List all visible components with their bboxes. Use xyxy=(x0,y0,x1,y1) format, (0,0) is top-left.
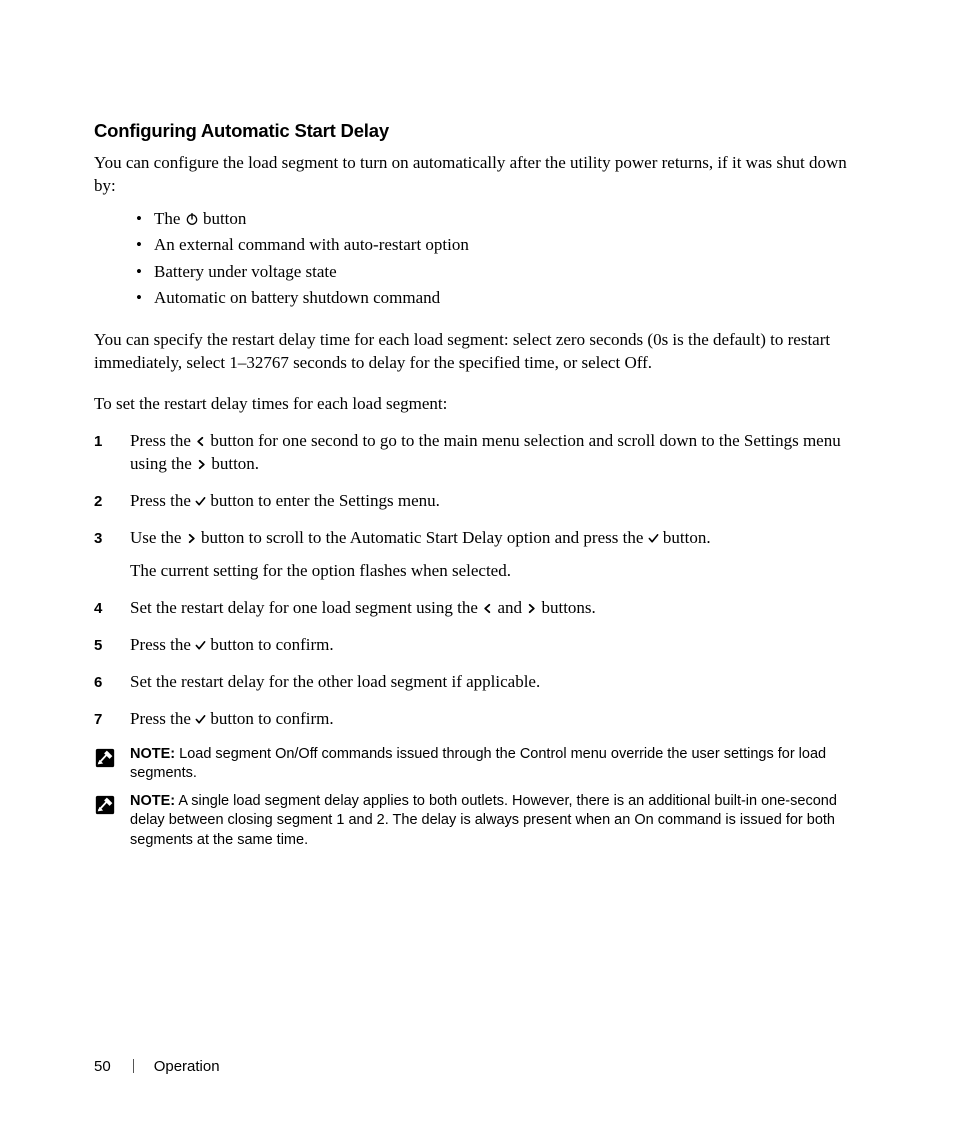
note-icon xyxy=(94,747,116,769)
check-icon xyxy=(195,714,206,725)
page-number: 50 xyxy=(94,1058,111,1075)
step-text: Use the xyxy=(130,528,186,547)
right-icon xyxy=(186,533,197,544)
note-text: NOTE: A single load segment delay applie… xyxy=(130,792,860,851)
body-paragraph: You can specify the restart delay time f… xyxy=(94,329,860,375)
intro-paragraph: You can configure the load segment to tu… xyxy=(94,152,860,198)
step-item: Press the button to enter the Settings m… xyxy=(94,490,860,513)
step-text: Set the restart delay for one load segme… xyxy=(130,598,482,617)
footer-section: Operation xyxy=(154,1058,220,1075)
step-text: button. xyxy=(207,454,259,473)
step-text: Press the xyxy=(130,635,195,654)
note-text: NOTE: Load segment On/Off commands issue… xyxy=(130,745,860,784)
step-text: button. xyxy=(659,528,711,547)
ordered-steps: Press the button for one second to go to… xyxy=(94,430,860,730)
bullet-text-pre: The xyxy=(154,209,185,228)
bullet-list: The button An external command with auto… xyxy=(94,206,860,311)
step-item: Press the button to confirm. xyxy=(94,634,860,657)
step-item: Press the button to confirm. xyxy=(94,708,860,731)
step-text: and xyxy=(493,598,526,617)
note: NOTE: Load segment On/Off commands issue… xyxy=(94,745,860,784)
section-heading: Configuring Automatic Start Delay xyxy=(94,120,860,142)
step-text: button to confirm. xyxy=(206,635,333,654)
note-label: NOTE: xyxy=(130,746,175,762)
bullet-item: Battery under voltage state xyxy=(94,259,860,285)
step-item: Press the button for one second to go to… xyxy=(94,430,860,476)
bullet-text-post: button xyxy=(199,209,247,228)
check-icon xyxy=(195,496,206,507)
right-icon xyxy=(526,603,537,614)
step-text: Set the restart delay for the other load… xyxy=(130,672,540,691)
step-text: Press the xyxy=(130,431,195,450)
note-body: Load segment On/Off commands issued thro… xyxy=(130,746,826,782)
note-label: NOTE: xyxy=(130,793,175,809)
step-item: Set the restart delay for the other load… xyxy=(94,671,860,694)
document-page: Configuring Automatic Start Delay You ca… xyxy=(0,0,954,1145)
check-icon xyxy=(648,533,659,544)
step-text: Press the xyxy=(130,491,195,510)
left-icon xyxy=(482,603,493,614)
left-icon xyxy=(195,436,206,447)
step-text: Press the xyxy=(130,709,195,728)
note-body: A single load segment delay applies to b… xyxy=(130,793,837,848)
footer-divider xyxy=(133,1059,134,1073)
power-icon xyxy=(185,212,199,226)
notes-block: NOTE: Load segment On/Off commands issue… xyxy=(94,745,860,851)
step-text: buttons. xyxy=(537,598,596,617)
bullet-item: The button xyxy=(94,206,860,232)
bullet-item: An external command with auto-restart op… xyxy=(94,232,860,258)
page-footer: 50 Operation xyxy=(94,1058,220,1075)
check-icon xyxy=(195,640,206,651)
right-icon xyxy=(196,459,207,470)
bullet-item: Automatic on battery shutdown command xyxy=(94,285,860,311)
note: NOTE: A single load segment delay applie… xyxy=(94,792,860,851)
step-text: button to scroll to the Automatic Start … xyxy=(197,528,648,547)
step-item: Use the button to scroll to the Automati… xyxy=(94,527,860,583)
note-icon xyxy=(94,794,116,816)
body-paragraph: To set the restart delay times for each … xyxy=(94,393,860,416)
step-item: Set the restart delay for one load segme… xyxy=(94,597,860,620)
step-text: button to enter the Settings menu. xyxy=(206,491,440,510)
step-text: button to confirm. xyxy=(206,709,333,728)
step-subtext: The current setting for the option flash… xyxy=(130,560,860,583)
